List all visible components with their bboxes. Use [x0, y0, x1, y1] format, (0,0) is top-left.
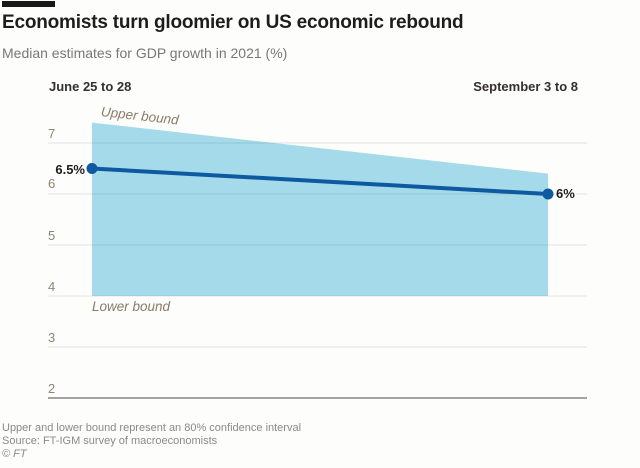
footer-note: Upper and lower bound represent an 80% c…	[2, 422, 302, 434]
top-rule	[2, 1, 55, 7]
ytick-2: 2	[48, 381, 56, 396]
confidence-band	[92, 122, 548, 296]
footer-source: Source: FT-IGM survey of macroeconomists	[2, 435, 218, 447]
ytick-6: 6	[48, 176, 56, 191]
page-title: Economists turn gloomier on US economic …	[2, 12, 464, 33]
page-subtitle: Median estimates for GDP growth in 2021 …	[2, 45, 288, 61]
ytick-4: 4	[48, 279, 56, 294]
x-label-september: September 3 to 8	[473, 79, 578, 94]
ytick-5: 5	[48, 228, 56, 243]
ytick-3: 3	[48, 330, 56, 345]
median-line	[90, 166, 550, 196]
median-value-label-june: 6.5%	[54, 162, 86, 177]
footer-copyright: © FT	[2, 448, 27, 460]
median-point-june	[86, 163, 98, 174]
median-point-september	[542, 188, 554, 200]
ytick-7: 7	[48, 126, 56, 141]
x-label-june: June 25 to 28	[49, 79, 132, 94]
median-value-label-september: 6%	[555, 186, 576, 201]
lower-bound-annotation: Lower bound	[92, 299, 171, 314]
